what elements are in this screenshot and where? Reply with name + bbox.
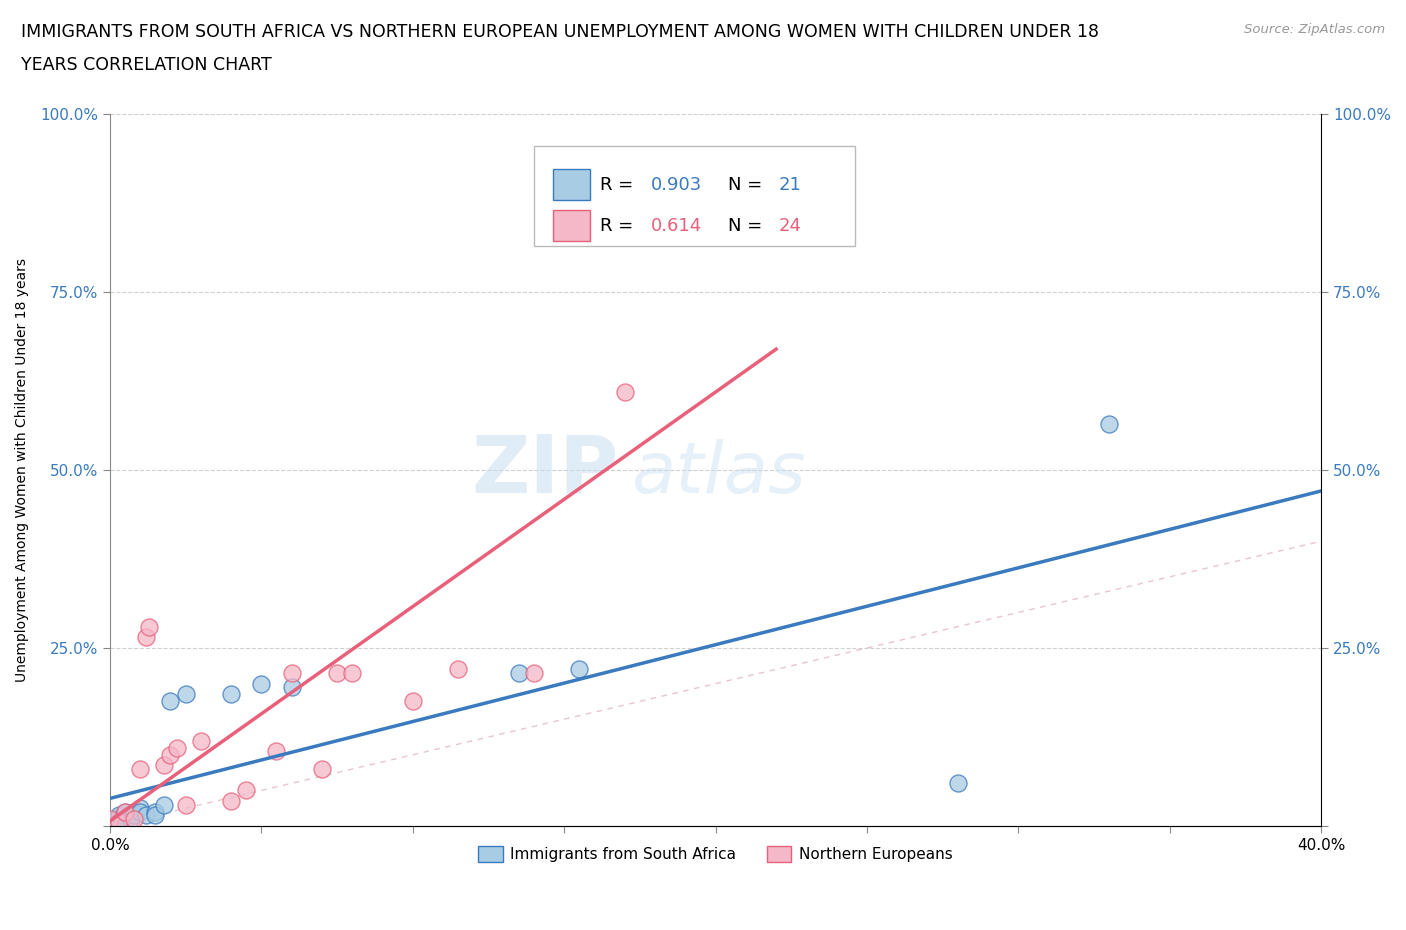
Point bbox=[508, 666, 530, 681]
Point bbox=[159, 694, 181, 709]
Point bbox=[523, 666, 546, 681]
Legend: Immigrants from South Africa, Northern Europeans: Immigrants from South Africa, Northern E… bbox=[472, 840, 959, 869]
Point bbox=[120, 812, 142, 827]
Point bbox=[219, 687, 242, 702]
Point bbox=[613, 384, 636, 399]
Point bbox=[765, 150, 787, 165]
Point bbox=[114, 804, 136, 819]
Point bbox=[250, 676, 273, 691]
Text: ZIP: ZIP bbox=[471, 431, 619, 509]
Text: Source: ZipAtlas.com: Source: ZipAtlas.com bbox=[1244, 23, 1385, 36]
Point bbox=[135, 630, 157, 644]
Point bbox=[402, 694, 425, 709]
Point bbox=[98, 812, 121, 827]
Text: N =: N = bbox=[728, 176, 762, 193]
Point bbox=[568, 662, 591, 677]
Point bbox=[122, 812, 145, 827]
Point bbox=[174, 797, 197, 812]
Point bbox=[190, 733, 212, 748]
Point bbox=[122, 808, 145, 823]
Point bbox=[104, 812, 127, 827]
Text: 24: 24 bbox=[779, 217, 801, 234]
Point bbox=[340, 666, 363, 681]
Text: N =: N = bbox=[728, 217, 762, 234]
Point bbox=[129, 804, 152, 819]
Point bbox=[143, 804, 166, 819]
Point bbox=[235, 783, 257, 798]
Point bbox=[266, 744, 288, 759]
Point bbox=[117, 808, 139, 823]
Point bbox=[122, 804, 145, 819]
Point bbox=[166, 740, 188, 755]
Text: YEARS CORRELATION CHART: YEARS CORRELATION CHART bbox=[21, 56, 271, 73]
Text: atlas: atlas bbox=[631, 439, 806, 508]
Point bbox=[129, 762, 152, 777]
Point bbox=[129, 801, 152, 816]
Point bbox=[138, 619, 160, 634]
Point bbox=[153, 758, 176, 773]
Point bbox=[153, 797, 176, 812]
Point bbox=[159, 748, 181, 763]
Point bbox=[135, 808, 157, 823]
Point bbox=[114, 804, 136, 819]
Point bbox=[108, 815, 131, 830]
Point bbox=[326, 666, 349, 681]
Point bbox=[280, 666, 302, 681]
FancyBboxPatch shape bbox=[553, 210, 589, 241]
FancyBboxPatch shape bbox=[534, 146, 855, 246]
Point bbox=[311, 762, 333, 777]
Text: 21: 21 bbox=[779, 176, 801, 193]
Point bbox=[219, 793, 242, 808]
Text: 0.903: 0.903 bbox=[651, 176, 703, 193]
Point bbox=[108, 808, 131, 823]
Point bbox=[280, 680, 302, 695]
Text: IMMIGRANTS FROM SOUTH AFRICA VS NORTHERN EUROPEAN UNEMPLOYMENT AMONG WOMEN WITH : IMMIGRANTS FROM SOUTH AFRICA VS NORTHERN… bbox=[21, 23, 1099, 41]
Point bbox=[447, 662, 470, 677]
Point bbox=[1098, 417, 1121, 432]
Point bbox=[98, 815, 121, 830]
Text: R =: R = bbox=[600, 176, 634, 193]
Point bbox=[111, 812, 134, 827]
Point bbox=[946, 776, 969, 790]
Y-axis label: Unemployment Among Women with Children Under 18 years: Unemployment Among Women with Children U… bbox=[15, 258, 30, 682]
Point bbox=[143, 808, 166, 823]
Point bbox=[174, 687, 197, 702]
FancyBboxPatch shape bbox=[553, 169, 589, 201]
Text: R =: R = bbox=[600, 217, 634, 234]
Text: 0.614: 0.614 bbox=[651, 217, 703, 234]
